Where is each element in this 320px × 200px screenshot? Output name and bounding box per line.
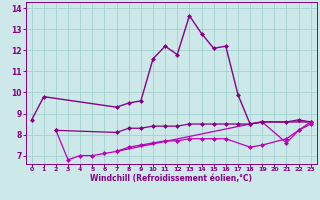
X-axis label: Windchill (Refroidissement éolien,°C): Windchill (Refroidissement éolien,°C) (90, 174, 252, 183)
